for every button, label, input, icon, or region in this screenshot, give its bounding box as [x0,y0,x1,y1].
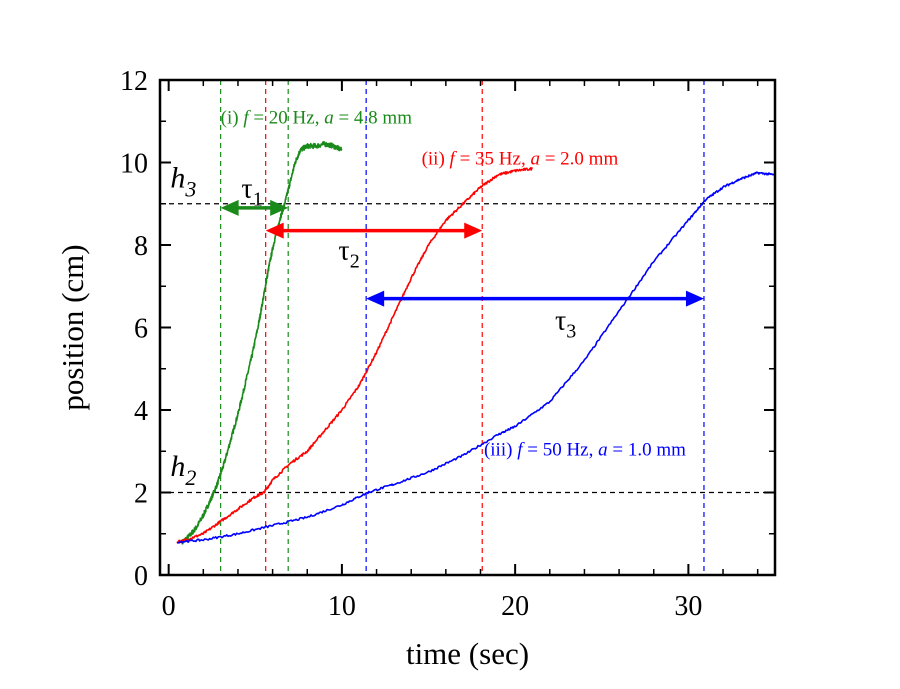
series-line [181,140,343,545]
y-tick-label: 0 [134,561,148,592]
interval-label-base: τ [555,306,566,337]
series-annotation-part: = 1.0 mm [608,439,686,460]
series-annotation: (i) f = 20 Hz, a = 4.8 mm [221,107,413,128]
series-annotation-part: (i) [221,107,244,128]
height-label-subscript: 3 [184,176,196,201]
series-annotation-part: (ii) [422,149,450,170]
y-tick-label: 8 [134,231,148,262]
x-axis-title: time (sec) [406,636,529,671]
series-annotation-part: (iii) [484,439,517,460]
x-tick-label: 30 [674,591,702,622]
series-line [176,171,776,544]
interval-arrowhead-right [270,199,289,216]
reference-lines [160,80,775,575]
interval-layer [220,199,704,307]
interval-arrowhead-left [265,222,284,239]
series-annotation-part: a [324,107,334,128]
interval-label: τ2 [338,235,359,272]
series-annotation-part: = 35 Hz, [455,149,531,170]
x-tick-label: 0 [162,591,176,622]
interval-label: τ3 [555,306,576,343]
y-tick-label: 6 [134,314,148,345]
height-label-subscript: 2 [185,465,196,490]
height-label: h3 [170,161,196,201]
x-tick-label: 10 [328,591,356,622]
interval-arrowhead-right [464,222,483,239]
interval-label-base: τ [241,174,252,205]
interval-arrowhead-right [685,290,704,307]
x-tick-label: 20 [501,591,529,622]
y-axis-title: position (cm) [55,244,90,410]
interval-label-subscript: 2 [350,250,360,272]
series-annotation: (iii) f = 50 Hz, a = 1.0 mm [484,439,686,460]
series-annotation-part: = 20 Hz, [249,107,325,128]
series-annotation-part: a [598,439,608,460]
interval-label: τ1 [241,174,262,211]
interval-label-subscript: 3 [566,321,576,343]
y-tick-label: 4 [134,396,148,427]
y-tick-label: 10 [120,149,148,180]
series-annotation-part: = 4.8 mm [334,107,412,128]
series-annotation-part: f [450,149,458,170]
interval-arrowhead-left [366,290,385,307]
series-annotation: (ii) f = 35 Hz, a = 2.0 mm [422,149,619,170]
y-tick-label: 2 [134,479,148,510]
series-annotation-part: f [517,439,525,460]
height-label: h2 [170,450,196,490]
series-annotation-part: a [530,149,540,170]
interval-label-subscript: 1 [253,189,263,211]
interval-arrowhead-left [220,199,239,216]
interval-label-base: τ [338,235,349,266]
y-tick-label: 12 [120,66,148,97]
height-label-base: h [170,161,185,194]
series-annotation-part: f [243,107,251,128]
series-annotation-part: = 2.0 mm [540,149,618,170]
series-line [176,167,534,544]
height-label-base: h [170,450,185,483]
series-layer [176,140,776,545]
series-annotation-part: = 50 Hz, [522,439,598,460]
